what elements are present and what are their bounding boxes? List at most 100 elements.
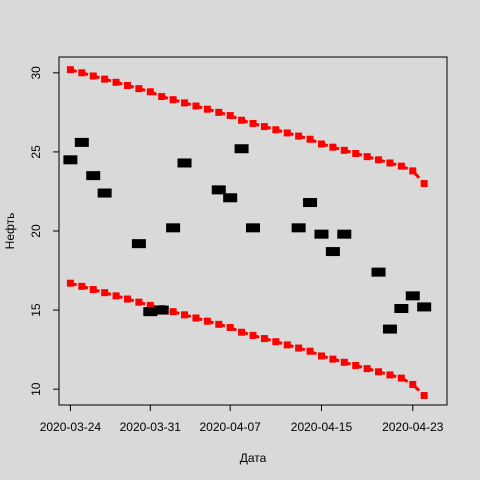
upper-bound-point bbox=[272, 126, 280, 134]
lower-bound-point bbox=[101, 289, 109, 297]
observed-point bbox=[303, 198, 318, 208]
upper-bound-point bbox=[192, 102, 200, 110]
upper-bound-point bbox=[215, 108, 223, 116]
lower-bound-point bbox=[329, 355, 337, 363]
lower-bound-point bbox=[352, 361, 360, 369]
lower-bound-point bbox=[283, 341, 291, 349]
observed-point bbox=[234, 144, 249, 154]
plot-area: 2020-03-24 2020-03-31 2020-04-07 2020-04-15… bbox=[3, 56, 448, 465]
upper-bound-point bbox=[181, 99, 189, 107]
lower-bound-point bbox=[420, 392, 428, 400]
upper-bound-point bbox=[352, 149, 360, 157]
upper-bound-point bbox=[283, 129, 291, 137]
y-tick-label: 30 bbox=[29, 66, 43, 80]
upper-bound-point bbox=[66, 66, 74, 74]
lower-bound-point bbox=[226, 323, 234, 331]
upper-bound-point bbox=[409, 167, 417, 175]
upper-bound-point bbox=[363, 153, 371, 161]
lower-bound-point bbox=[123, 295, 131, 303]
upper-bound-point bbox=[101, 75, 109, 83]
lower-bound-point bbox=[112, 292, 120, 300]
observed-point bbox=[394, 304, 409, 314]
upper-bound-point bbox=[375, 156, 383, 164]
observed-point bbox=[86, 171, 101, 181]
upper-bound-point bbox=[295, 132, 303, 140]
lower-bound-point bbox=[78, 282, 86, 290]
observed-point bbox=[74, 137, 89, 147]
observed-point bbox=[291, 223, 306, 233]
x-tick-label: 2020-04-07 bbox=[199, 420, 261, 434]
lower-bound-point bbox=[375, 368, 383, 376]
upper-bound-point bbox=[146, 88, 154, 96]
observed-point bbox=[371, 267, 386, 277]
observed-point bbox=[325, 247, 340, 257]
observed-point bbox=[314, 229, 329, 239]
observed-point bbox=[143, 307, 158, 317]
upper-bound-point bbox=[397, 162, 405, 170]
lower-bound-point bbox=[238, 328, 246, 336]
upper-bound-point bbox=[89, 72, 97, 80]
x-axis-label: Дата bbox=[240, 451, 267, 465]
observed-point bbox=[246, 223, 260, 233]
lower-bound-point bbox=[397, 374, 405, 382]
lower-bound-point bbox=[260, 335, 268, 343]
observed-point bbox=[211, 185, 226, 195]
upper-bound-point bbox=[123, 81, 131, 89]
x-tick-label: 2020-04-15 bbox=[291, 420, 353, 434]
y-tick-label: 25 bbox=[29, 145, 43, 159]
upper-bound-point bbox=[386, 159, 394, 167]
upper-bound-point bbox=[329, 143, 337, 151]
lower-bound-point bbox=[146, 301, 154, 309]
upper-bound-point bbox=[169, 96, 177, 104]
lower-bound-point bbox=[66, 279, 74, 287]
y-tick-label: 20 bbox=[29, 224, 43, 238]
lower-bound-point bbox=[272, 338, 280, 346]
lower-bound-point bbox=[363, 365, 371, 373]
observed-point bbox=[63, 155, 78, 165]
observed-point bbox=[405, 291, 420, 301]
y-axis-label: Нефть bbox=[3, 213, 17, 250]
lower-bound-point bbox=[317, 352, 325, 360]
upper-bound-point bbox=[203, 105, 211, 113]
upper-bound-point bbox=[112, 78, 120, 86]
upper-bound-point bbox=[135, 85, 143, 93]
observed-point bbox=[154, 305, 169, 315]
lower-bound-point bbox=[386, 371, 394, 379]
lower-bound-point bbox=[169, 308, 177, 316]
observed-point bbox=[382, 324, 397, 334]
upper-bound-point bbox=[158, 93, 166, 101]
observed-point bbox=[337, 229, 352, 239]
observed-point bbox=[166, 223, 181, 233]
y-tick-label: 10 bbox=[29, 382, 43, 396]
lower-bound-point bbox=[340, 358, 348, 366]
lower-bound-point bbox=[192, 314, 200, 322]
lower-bound-point bbox=[306, 347, 314, 355]
upper-bound-point bbox=[317, 140, 325, 148]
x-tick-label: 2020-04-23 bbox=[382, 420, 444, 434]
observed-point bbox=[97, 188, 112, 198]
upper-bound-point bbox=[78, 69, 86, 77]
x-tick-label: 2020-03-31 bbox=[120, 420, 182, 434]
upper-bound-point bbox=[420, 180, 428, 188]
x-tick-label: 2020-03-24 bbox=[40, 420, 102, 434]
lower-bound-point bbox=[89, 286, 97, 294]
upper-bound-point bbox=[238, 116, 246, 124]
lower-bound-point bbox=[249, 331, 257, 339]
observed-point bbox=[131, 239, 146, 249]
observed-point bbox=[177, 158, 192, 168]
upper-bound-point bbox=[306, 135, 314, 143]
upper-bound-point bbox=[340, 146, 348, 154]
observed-point bbox=[223, 193, 238, 203]
upper-bound-point bbox=[226, 112, 234, 120]
lower-bound-point bbox=[215, 320, 223, 328]
lower-bound-point bbox=[181, 311, 189, 319]
observed-point bbox=[417, 302, 432, 312]
lower-bound-point bbox=[295, 344, 303, 352]
y-tick-label: 15 bbox=[29, 303, 43, 317]
upper-bound-point bbox=[260, 123, 268, 131]
lower-bound-point bbox=[135, 298, 143, 306]
lower-bound-point bbox=[203, 317, 211, 325]
lower-bound-point bbox=[409, 380, 417, 388]
